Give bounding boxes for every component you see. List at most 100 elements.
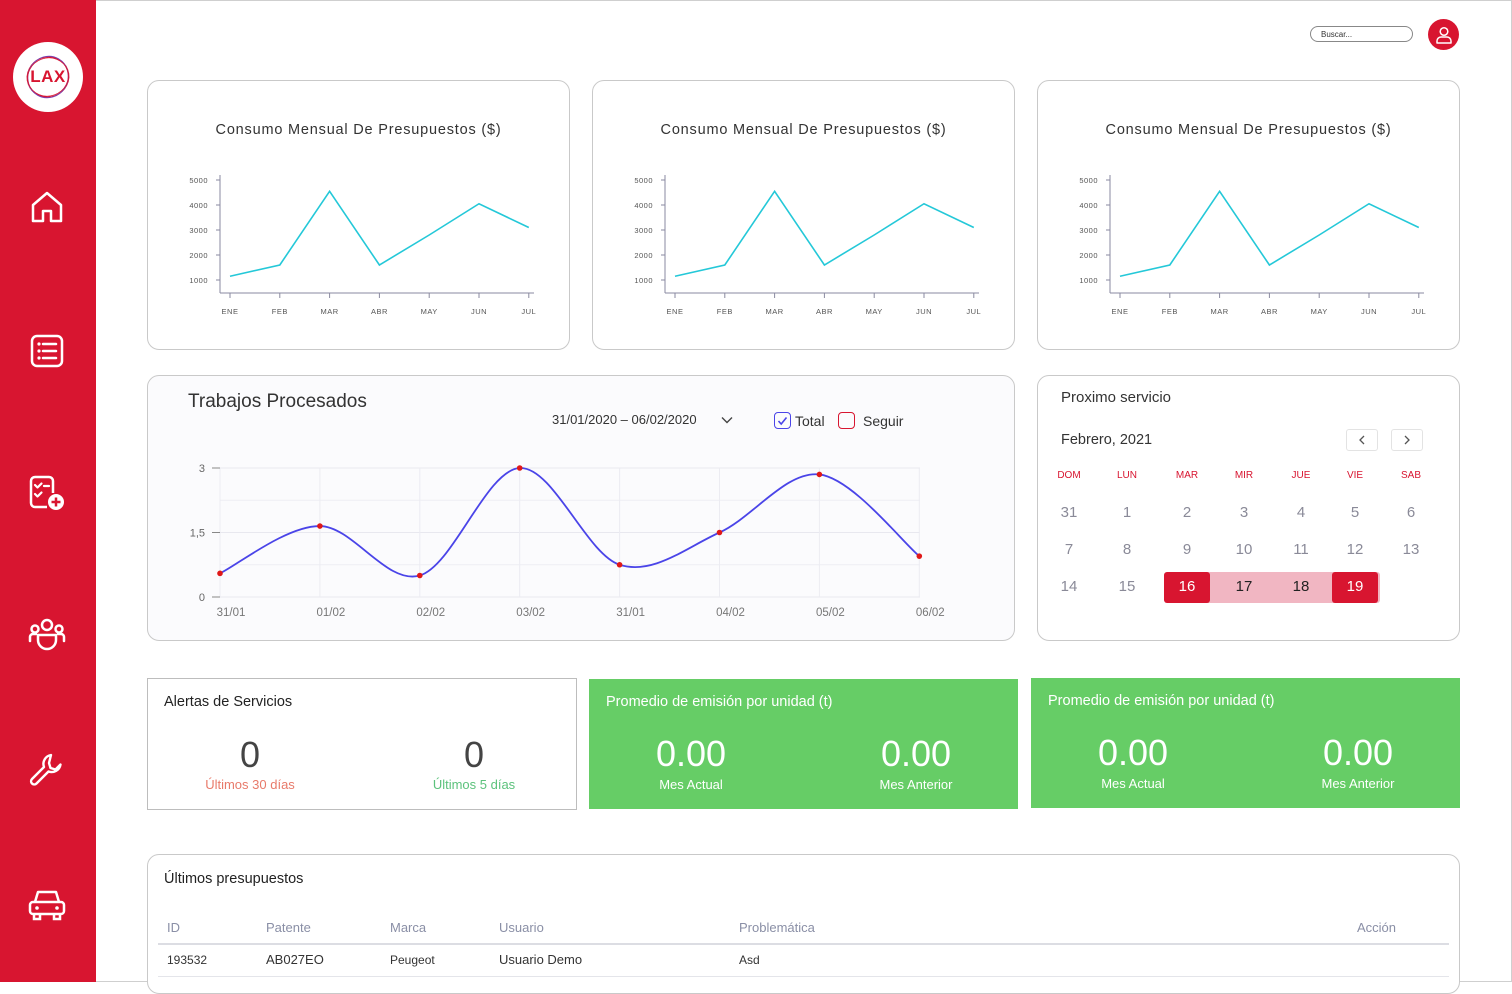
emision-prev-value: 0.00: [880, 733, 952, 774]
y-tick-label: 2000: [1079, 251, 1098, 260]
home-icon: [31, 191, 63, 223]
cell-problematica: Asd: [739, 953, 760, 967]
user-icon: [1435, 26, 1452, 44]
presupuestos-card: Últimos presupuestos ID Patente Marca Us…: [147, 854, 1460, 994]
calendar-day[interactable]: 3: [1239, 504, 1249, 521]
calendar-day[interactable]: 6: [1406, 504, 1416, 521]
y-tick-label: 3000: [189, 226, 208, 235]
emision-actual-label: Mes Actual: [1101, 776, 1165, 791]
calendar-day[interactable]: 8: [1122, 541, 1132, 558]
calendar-day-in-range[interactable]: 18: [1292, 578, 1310, 595]
x-tick-label: JUN: [916, 307, 932, 316]
col-header-problematica[interactable]: Problemática: [739, 920, 815, 935]
budget-chart-title: Consumo Mensual De Presupuestos ($): [1105, 122, 1392, 138]
list-icon: [30, 334, 64, 368]
x-tick-label: FEB: [1162, 307, 1178, 316]
x-tick-label: JUN: [1361, 307, 1377, 316]
y-tick-label: 1,5: [190, 528, 205, 540]
calendar-day[interactable]: 2: [1182, 504, 1192, 521]
calendar-day[interactable]: 31: [1060, 504, 1078, 521]
calendar-day[interactable]: 15: [1118, 578, 1136, 595]
calendar-day[interactable]: 5: [1350, 504, 1360, 521]
weekday-header: JUE: [1291, 470, 1311, 481]
data-point: [217, 570, 223, 577]
table-row-divider: [158, 976, 1449, 977]
logo[interactable]: LAX: [13, 42, 83, 112]
emision-title: Promedio de emisión por unidad (t): [606, 694, 833, 710]
budget-line-chart: 5000 4000 3000 2000 1000 ENE FEB MAR ABR MAY JUN JU…: [189, 175, 536, 316]
x-tick-label: JUL: [1411, 307, 1426, 316]
y-tick-label: 4000: [189, 201, 208, 210]
data-point: [516, 465, 523, 471]
alertas-30-label: Últimos 30 días: [205, 777, 295, 792]
date-range-value: 31/01/2020 – 06/02/2020: [552, 412, 697, 427]
car-icon: [28, 890, 66, 921]
y-tick-label: 5000: [1079, 176, 1098, 185]
x-tick-label: 04/02: [716, 607, 745, 619]
calendar-day[interactable]: 1: [1122, 504, 1132, 521]
nav-home[interactable]: [24, 184, 70, 230]
nav-users[interactable]: [24, 610, 70, 656]
x-tick-label: ABR: [816, 307, 833, 316]
emision-prev-label: Mes Anterior: [1321, 776, 1395, 791]
alertas-30-value: 0: [239, 734, 261, 775]
x-tick-label: ENE: [667, 307, 684, 316]
series-line: [1119, 189, 1420, 278]
y-tick-label: 1000: [189, 276, 208, 285]
user-avatar-button[interactable]: [1428, 19, 1459, 50]
col-header-id[interactable]: ID: [167, 920, 180, 935]
weekday-header: MIR: [1234, 470, 1254, 481]
x-tick-label: 06/02: [916, 607, 945, 619]
col-header-usuario[interactable]: Usuario: [499, 920, 544, 935]
series-curve: [219, 467, 920, 578]
legend-total-checkbox[interactable]: Total: [774, 412, 825, 429]
legend-seguir-checkbox[interactable]: Seguir: [838, 412, 903, 429]
calendar-day[interactable]: 4: [1296, 504, 1306, 521]
cell-id: 193532: [167, 953, 208, 967]
budget-chart-card-1: Consumo Mensual De Presupuestos ($) 5000…: [147, 80, 570, 350]
x-tick-label: ABR: [371, 307, 388, 316]
calendar-next-button[interactable]: [1391, 429, 1423, 451]
calendar-day[interactable]: 13: [1402, 541, 1420, 558]
data-point: [716, 529, 723, 536]
checkbox-empty-icon: [838, 412, 855, 429]
calendar-day[interactable]: 10: [1235, 541, 1253, 558]
emision-prev-value: 0.00: [1322, 732, 1394, 773]
col-header-marca[interactable]: Marca: [390, 920, 427, 935]
calendar-day[interactable]: 7: [1064, 541, 1074, 558]
date-range-select[interactable]: 31/01/2020 – 06/02/2020: [552, 412, 733, 427]
calendar-day[interactable]: 14: [1060, 578, 1078, 595]
search-input[interactable]: [1310, 26, 1413, 42]
y-tick-label: 5000: [189, 176, 208, 185]
y-tick-label: 2000: [634, 251, 653, 260]
alertas-title: Alertas de Servicios: [164, 694, 293, 710]
nav-list[interactable]: [24, 328, 70, 374]
calendar-day[interactable]: 12: [1346, 541, 1364, 558]
calendar-day-selected[interactable]: 19: [1332, 572, 1378, 603]
y-tick-label: 3000: [634, 226, 653, 235]
emision-card-1: Promedio de emisión por unidad (t) 0.00 …: [589, 679, 1018, 809]
calendar-day[interactable]: 9: [1182, 541, 1192, 558]
sidebar: LAX: [0, 0, 96, 982]
x-tick-label: MAY: [1311, 307, 1328, 316]
nav-wrench[interactable]: [24, 746, 70, 792]
chevron-right-icon: [1404, 435, 1410, 445]
y-tick-label: 1000: [1079, 276, 1098, 285]
x-tick-label: 05/02: [816, 607, 845, 619]
x-tick-label: ENE: [1112, 307, 1129, 316]
x-tick-label: MAY: [421, 307, 438, 316]
col-header-accion[interactable]: Acción: [1357, 920, 1397, 935]
budget-line-chart: 5000 4000 3000 2000 1000 ENE FEB MAR ABR MAY JUN JU…: [1079, 175, 1426, 316]
nav-car[interactable]: [24, 882, 70, 928]
calendar-day-in-range[interactable]: 17: [1235, 578, 1253, 595]
calendar-day[interactable]: 11: [1293, 541, 1309, 558]
nav-checklist-add[interactable]: [24, 470, 70, 516]
col-header-patente[interactable]: Patente: [266, 920, 311, 935]
logo-text: LAX: [30, 67, 66, 86]
x-tick-label: MAR: [321, 307, 339, 316]
weekday-header: LUN: [1116, 470, 1137, 481]
calendar-prev-button[interactable]: [1346, 429, 1378, 451]
budget-chart-title: Consumo Mensual De Presupuestos ($): [660, 122, 947, 138]
presupuestos-title: Últimos presupuestos: [164, 871, 304, 887]
calendar-day-selected[interactable]: 16: [1164, 572, 1210, 603]
